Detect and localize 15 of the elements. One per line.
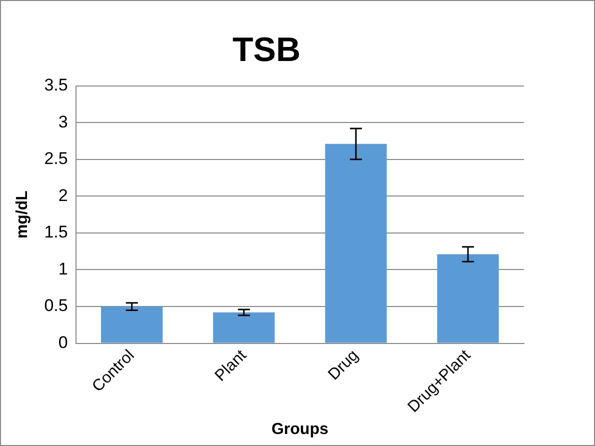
x-axis-title: Groups xyxy=(271,420,328,438)
y-tick-label: 1.5 xyxy=(44,222,68,242)
y-tick-label: 2 xyxy=(58,186,68,205)
y-tick-label: 0 xyxy=(58,332,68,352)
y-tick-label: 0.5 xyxy=(44,296,68,316)
y-tick-label: 3.5 xyxy=(44,75,68,94)
y-tick-label: 3 xyxy=(58,112,68,132)
chart-title: TSB xyxy=(232,30,300,69)
bar xyxy=(213,312,275,343)
bar xyxy=(437,254,499,343)
y-tick-label: 1 xyxy=(58,259,68,278)
y-axis-title: mg/dL xyxy=(14,190,32,239)
y-tick-label: 2.5 xyxy=(44,149,68,168)
bar xyxy=(325,144,387,343)
bar xyxy=(101,306,163,343)
